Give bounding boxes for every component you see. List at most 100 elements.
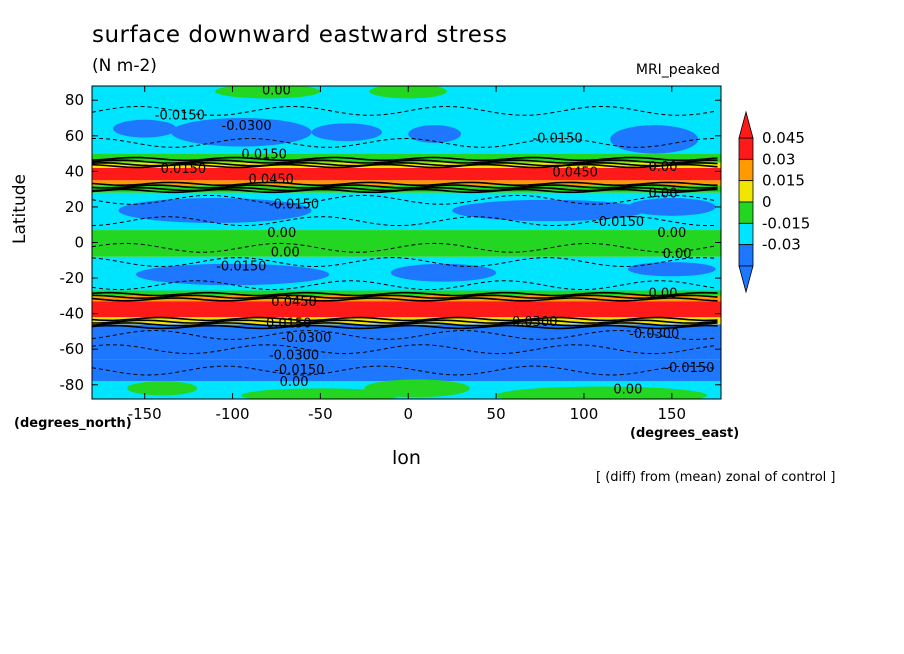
contour-label: -0.0150 (155, 108, 205, 123)
dashed-contour-line (92, 257, 716, 268)
colorbar-arrow-top (738, 110, 754, 139)
x-unit-note: (degrees_east) (630, 426, 740, 441)
band (92, 86, 721, 154)
contour-line (92, 294, 718, 300)
colorbar-box (738, 222, 754, 246)
band (92, 167, 721, 181)
y-unit-note: (degrees_north) (14, 416, 132, 431)
colorbar-label: 0.015 (762, 172, 805, 190)
contour-label: 0.00 (613, 382, 642, 397)
y-tick-label: 20 (65, 198, 84, 216)
contour-label: -0.0300 (222, 119, 272, 134)
contour-label: -0.0150 (533, 132, 583, 147)
contour-label: -0.0150 (664, 361, 714, 376)
contour-label: 0.0150 (266, 317, 312, 332)
band (92, 290, 721, 296)
x-tick-label: -100 (216, 405, 250, 423)
blob (118, 198, 312, 223)
contour-line (92, 161, 718, 167)
contour-label: -0.0150 (269, 197, 319, 212)
contour-line (92, 184, 718, 189)
contour-label: -0.0150 (274, 363, 324, 378)
contour-line (92, 324, 718, 330)
contour-line (92, 186, 718, 192)
band (92, 256, 721, 291)
contour-line (92, 297, 718, 302)
band (92, 180, 721, 186)
y-tick-label: -60 (60, 340, 85, 358)
contour-label: 0.0150 (241, 148, 287, 163)
dashed-contour-line (92, 216, 716, 227)
blob (408, 125, 461, 143)
contour-label: 0.0150 (161, 162, 207, 177)
blob (127, 381, 198, 396)
blob (452, 199, 646, 222)
plot-frame (91, 85, 722, 400)
blob (311, 123, 382, 142)
x-tick-label: -50 (308, 405, 333, 423)
colorbar-box (738, 137, 754, 160)
band (92, 230, 721, 257)
x-tick-label: 100 (570, 405, 599, 423)
x-tick-label: 150 (657, 405, 686, 423)
band (92, 301, 721, 318)
dashed-contour-line (92, 137, 716, 148)
blob (610, 125, 699, 154)
blob (496, 386, 707, 399)
contour-label: 0.00 (280, 375, 309, 390)
contour-line (92, 291, 718, 297)
y-tick-label: 0 (74, 234, 84, 252)
y-tick-label: -20 (60, 269, 85, 287)
contour-label: -0.0300 (269, 349, 319, 364)
blob (135, 263, 330, 286)
band (92, 359, 721, 382)
contour-line (92, 188, 718, 194)
band (92, 381, 721, 399)
blob (627, 262, 716, 277)
contour-line (92, 156, 718, 162)
dashed-contour-line (92, 329, 716, 340)
dashed-contour-line (92, 242, 716, 253)
dashed-contour-line (92, 280, 716, 291)
model-name: MRI_peaked (635, 62, 720, 78)
blob (241, 388, 400, 399)
blob (390, 263, 497, 282)
colorbar-label: 0 (762, 193, 772, 211)
dashed-contour-line (92, 194, 716, 205)
contour-label: 0.0450 (552, 165, 598, 180)
blob (627, 198, 716, 216)
plot-area: 0.00-0.0150-0.0300-0.01500.01500.01500.0… (92, 84, 721, 399)
contour-label: -0.0150 (216, 260, 266, 275)
x-tick-label: 0 (403, 405, 413, 423)
contour-line (92, 316, 718, 322)
contour-label: 0.00 (649, 286, 678, 301)
contour-label: 0.00 (657, 226, 686, 241)
band (92, 317, 721, 325)
x-tick-label: 50 (487, 405, 506, 423)
blob (215, 86, 321, 99)
band (92, 185, 721, 193)
chart-title: surface downward eastward stress (92, 22, 508, 48)
contour-label: 0.00 (262, 84, 291, 99)
colorbar-box (738, 180, 754, 203)
contour-label: -0.0150 (594, 215, 644, 230)
contour-line (92, 181, 718, 187)
colorbar-label: -0.03 (762, 236, 801, 254)
contour-label: 0.0450 (248, 172, 294, 187)
contour-label: -0.0300 (281, 331, 331, 346)
band (92, 295, 721, 302)
contour-line (92, 319, 718, 324)
contour-label: -0.0300 (629, 327, 679, 342)
colorbar-box (738, 201, 754, 224)
colorbar-box (738, 244, 754, 267)
y-tick-label: 80 (65, 91, 84, 109)
contour-label: 0.0450 (271, 295, 317, 310)
blob (171, 118, 312, 147)
colorbar-box (738, 158, 754, 182)
y-tick-label: -40 (60, 305, 85, 323)
band (92, 153, 721, 163)
blob (113, 119, 177, 138)
x-tick-label: -150 (128, 405, 162, 423)
contour-label: 0.0300 (512, 315, 558, 330)
